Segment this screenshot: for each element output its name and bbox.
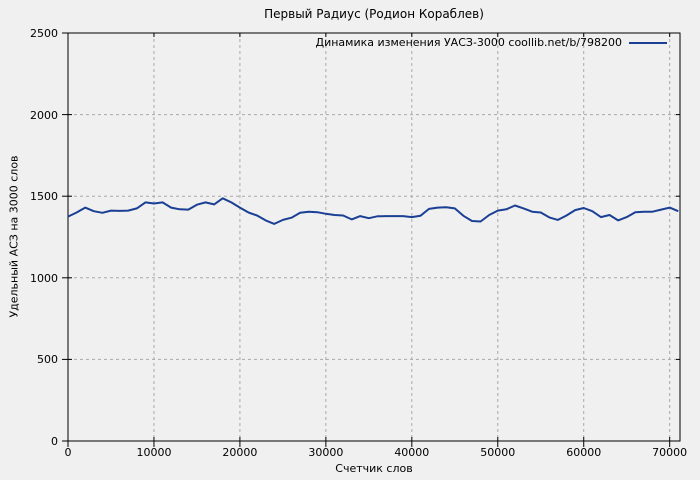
- y-tick-label: 0: [51, 435, 58, 448]
- y-axis-title: Удельный АСЗ на 3000 слов: [7, 155, 21, 318]
- legend: Динамика изменения УАСЗ-3000 coollib.net…: [315, 36, 667, 49]
- y-tick-label: 1000: [30, 271, 58, 285]
- x-tick-label: 30000: [308, 446, 344, 459]
- x-tick-label: 10000: [136, 446, 172, 459]
- x-tick-label: 40000: [394, 446, 430, 459]
- y-tick-label: 500: [37, 353, 58, 367]
- y-tick-label: 1500: [30, 190, 58, 204]
- x-axis-title: Счетчик слов: [335, 462, 413, 475]
- legend-line-sample-icon: [629, 42, 667, 44]
- y-tick-label: 2500: [30, 27, 58, 40]
- x-tick-label: 70000: [652, 446, 688, 459]
- x-tick-label: 20000: [222, 446, 258, 459]
- x-tick-label: 60000: [566, 446, 602, 459]
- x-tick-label: 50000: [480, 446, 516, 459]
- x-tick-label: 0: [64, 446, 72, 459]
- legend-label: Динамика изменения УАСЗ-3000 coollib.net…: [315, 36, 623, 49]
- chart-title: Первый Радиус (Родион Кораблев): [264, 7, 484, 21]
- y-tick-label: 2000: [30, 108, 58, 122]
- data-line: [67, 197, 679, 225]
